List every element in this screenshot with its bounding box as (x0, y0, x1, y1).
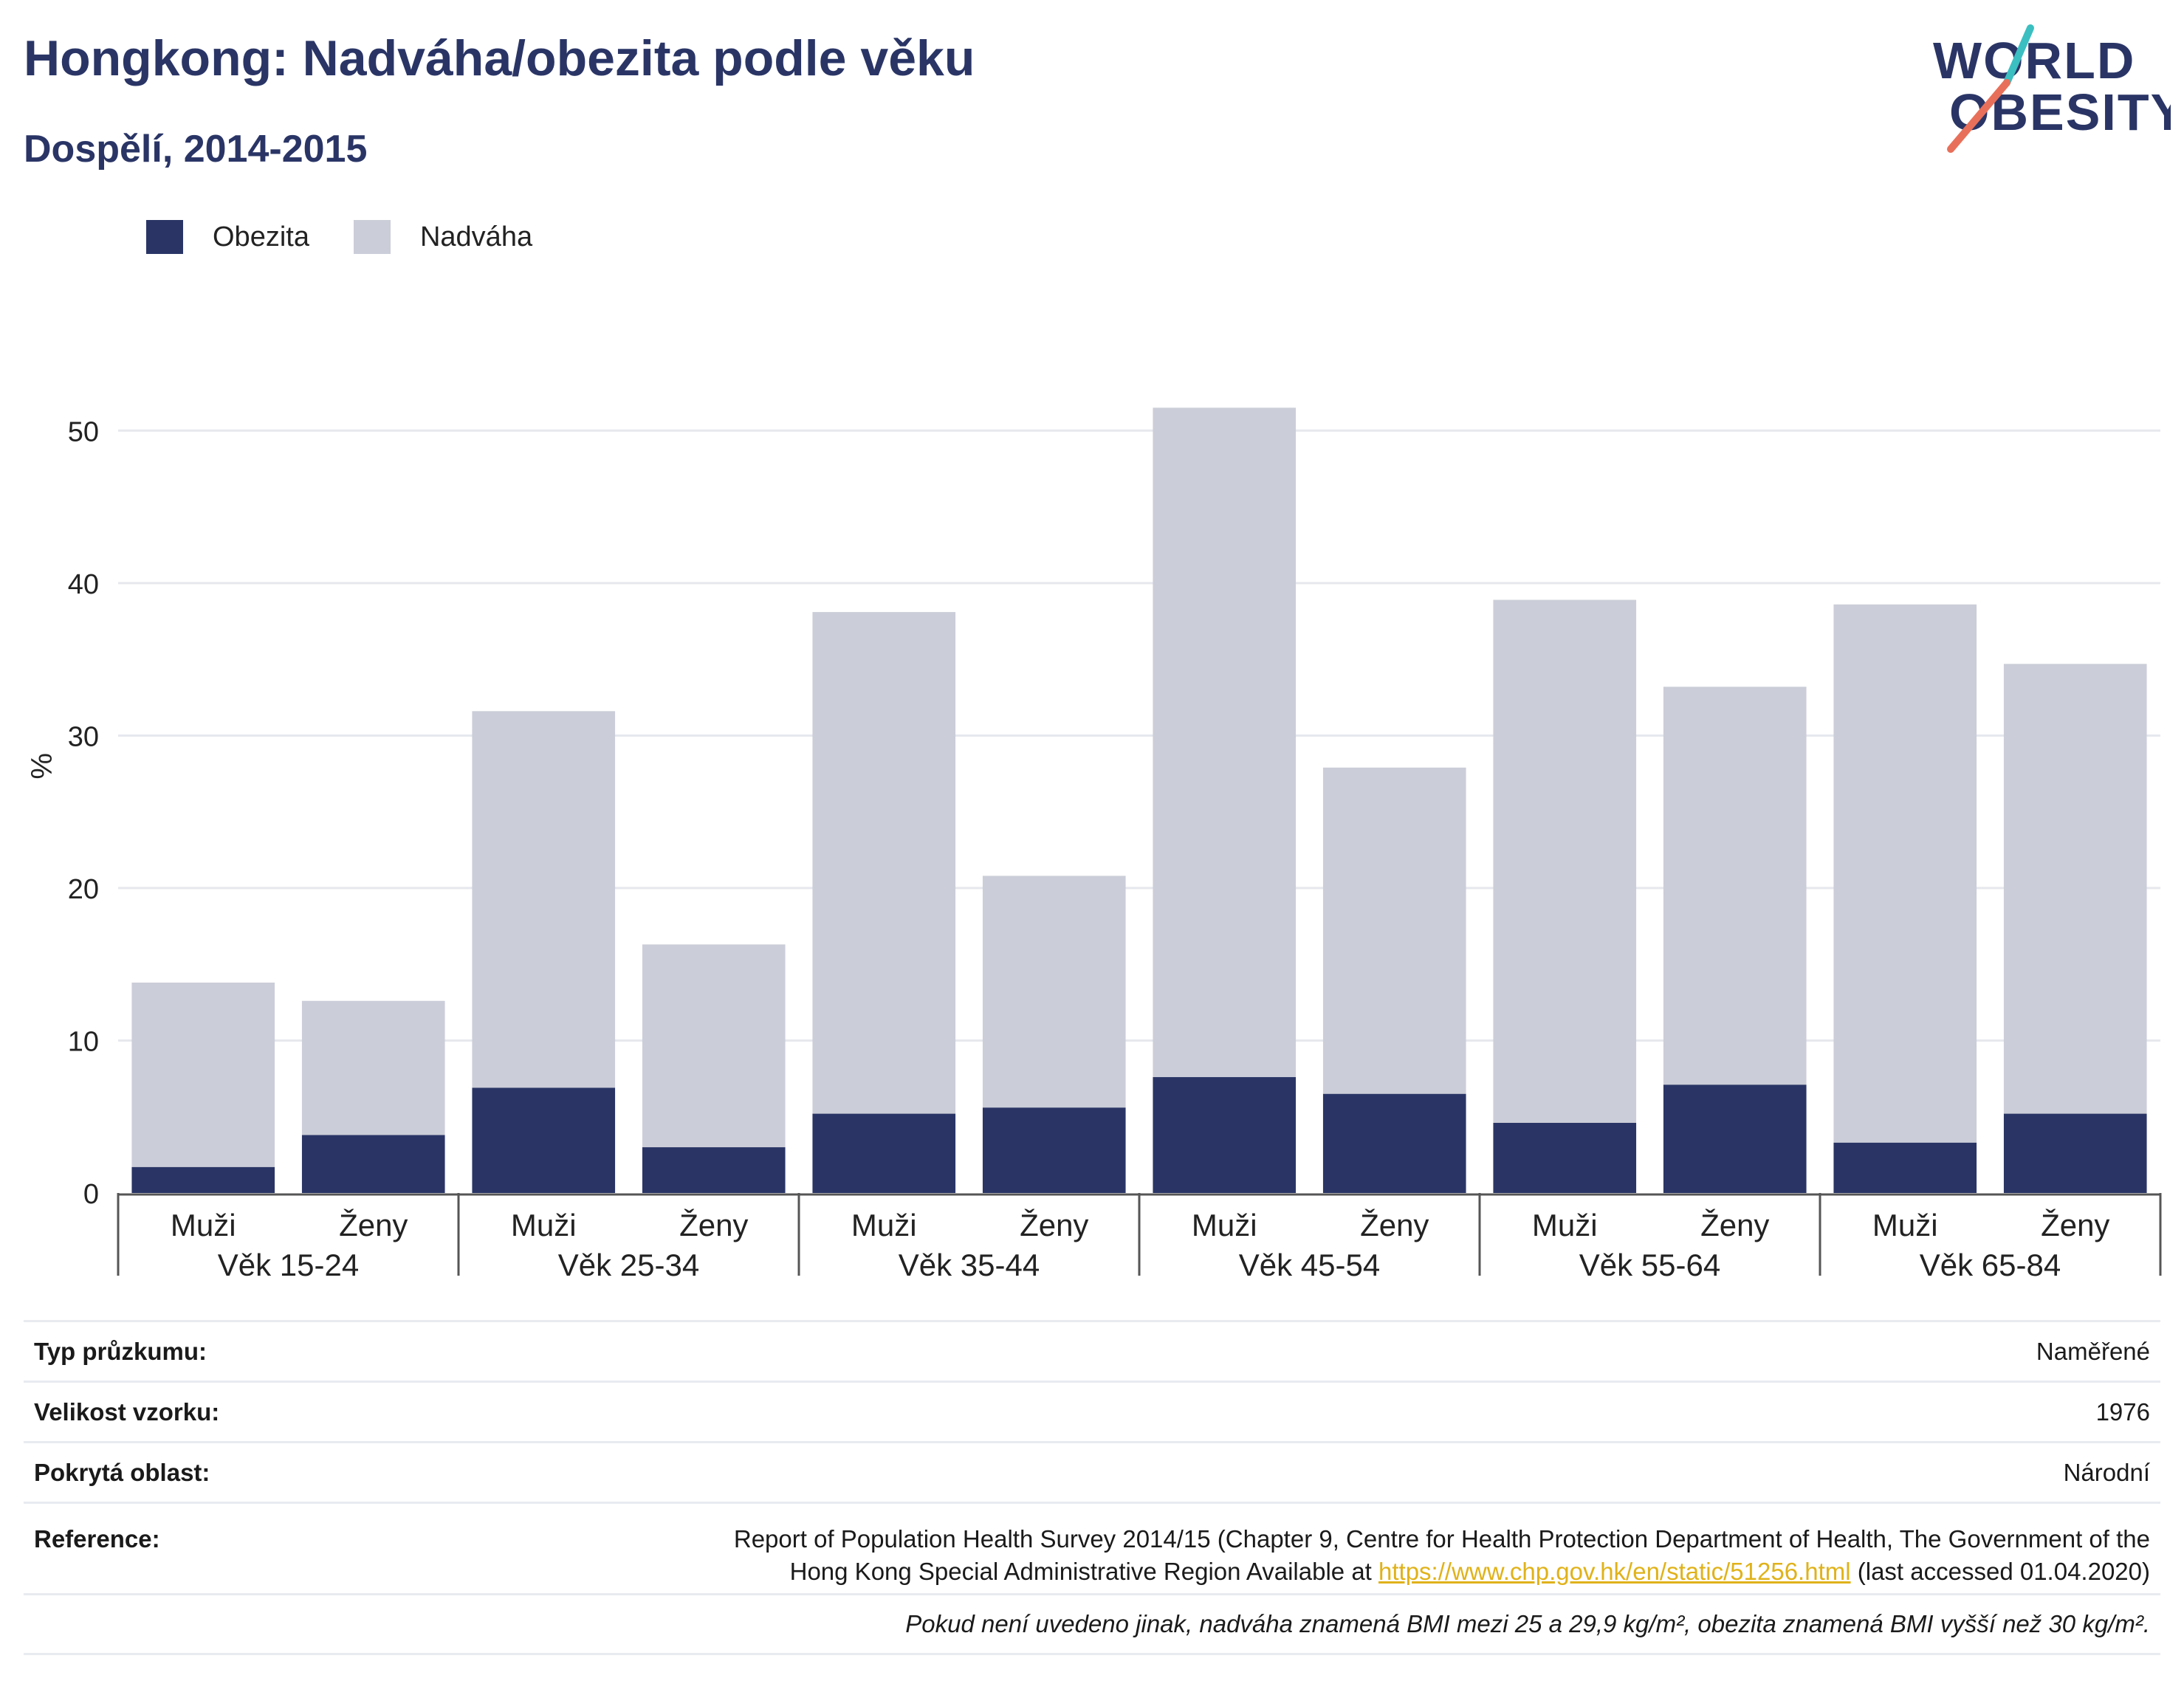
legend-label-overweight: Nadváha (419, 221, 533, 252)
bar-overweight (472, 711, 616, 1088)
bar-overweight (1493, 599, 1637, 1123)
world-obesity-logo: WORLD OBESITY (1933, 24, 2171, 153)
bar-obesity (812, 1113, 956, 1193)
bar-overweight (1322, 767, 1466, 1094)
info-row-footnote: Pokud není uvedeno jinak, nadváha znamen… (24, 1593, 2160, 1655)
bar-obesity (1833, 1142, 1977, 1193)
y-tick-label: 30 (68, 721, 99, 752)
legend-swatch-obesity (146, 220, 183, 254)
sample-size-label: Velikost vzorku: (34, 1397, 220, 1426)
bar-overweight (642, 944, 786, 1148)
info-row-coverage: Pokrytá oblast: Národní (24, 1441, 2160, 1502)
x-group-label: Věk 35-44 (899, 1248, 1040, 1282)
sample-size-value: 1976 (2095, 1397, 2150, 1426)
chart-legend: Obezita Nadváha (146, 220, 577, 254)
logo-slash-teal (2003, 24, 2034, 86)
legend-swatch-overweight (353, 220, 391, 254)
survey-type-value: Naměřené (2036, 1337, 2150, 1365)
bar-obesity (982, 1107, 1126, 1193)
info-row-sample-size: Velikost vzorku: 1976 (24, 1381, 2160, 1441)
y-tick-label: 50 (68, 416, 99, 447)
reference-line2-post: (last accessed 01.04.2020) (1850, 1558, 2150, 1585)
x-tick-label: Muži (1532, 1208, 1598, 1242)
bar-obesity (1493, 1122, 1637, 1193)
bar-obesity (472, 1087, 616, 1193)
bar-obesity (131, 1166, 275, 1193)
info-row-reference: Reference: Report of Population Health S… (24, 1502, 2160, 1593)
y-tick-label: 0 (83, 1179, 99, 1210)
bar-obesity (642, 1147, 786, 1193)
reference-line1: Report of Population Health Survey 2014/… (733, 1525, 2150, 1553)
bar-obesity (1322, 1093, 1466, 1193)
coverage-label: Pokrytá oblast: (34, 1458, 210, 1486)
bar-overweight (131, 982, 275, 1167)
x-tick-label: Ženy (1700, 1208, 1769, 1242)
legend-item-obesity: Obezita (146, 220, 309, 254)
chart-subtitle: Dospělí, 2014-2015 (24, 128, 368, 171)
bar-obesity (1663, 1084, 1807, 1193)
y-axis-label: % (26, 753, 58, 780)
footnote-text: Pokud není uvedeno jinak, nadváha znamen… (905, 1610, 2150, 1637)
stacked-bar-chart: 0 10 20 30 40 50% Muži Ženy Muži Ženy Muži Ženy Muži… (26, 408, 2162, 1282)
y-tick-label: 40 (68, 569, 99, 600)
bar-obesity (1153, 1077, 1297, 1193)
bar-overweight (1153, 408, 1297, 1078)
legend-label-obesity: Obezita (213, 221, 309, 252)
x-group-label: Věk 15-24 (218, 1248, 359, 1282)
bar-overweight (2003, 664, 2147, 1114)
x-tick-label: Muži (171, 1208, 236, 1242)
bar-overweight (1663, 687, 1807, 1085)
bar-overweight (982, 876, 1126, 1108)
x-tick-label: Ženy (339, 1208, 408, 1242)
x-tick-label: Ženy (1360, 1208, 1429, 1242)
bar-overweight (812, 612, 956, 1114)
bar-overweight (301, 1000, 445, 1135)
y-tick-label: 20 (68, 874, 99, 905)
x-tick-label: Ženy (679, 1208, 748, 1242)
y-tick-label: 10 (68, 1026, 99, 1057)
x-tick-label: Ženy (1020, 1208, 1088, 1242)
info-row-survey-type: Typ průzkumu: Naměřené (24, 1320, 2160, 1381)
x-tick-label: Muži (1192, 1208, 1257, 1242)
bar-obesity (2003, 1113, 2147, 1193)
logo-slash-coral (1947, 79, 2010, 153)
survey-type-label: Typ průzkumu: (34, 1337, 207, 1365)
x-tick-label: Muži (511, 1208, 577, 1242)
reference-link[interactable]: https://www.chp.gov.hk/en/static/51256.h… (1378, 1558, 1851, 1585)
reference-label: Reference: (34, 1525, 160, 1553)
x-group-label: Věk 25-34 (558, 1248, 699, 1282)
reference-value: Report of Population Health Survey 2014/… (734, 1523, 2150, 1588)
x-group-label: Věk 45-54 (1239, 1248, 1380, 1282)
coverage-value: Národní (2063, 1458, 2150, 1486)
bar-overweight (1833, 604, 1977, 1143)
x-tick-label: Muži (1872, 1208, 1938, 1242)
x-group-label: Věk 55-64 (1579, 1248, 1720, 1282)
reference-line2-pre: Hong Kong Special Administrative Region … (789, 1558, 1379, 1585)
legend-item-overweight: Nadváha (353, 220, 533, 254)
chart-title: Hongkong: Nadváha/obezita podle věku (24, 30, 975, 86)
bar-obesity (301, 1135, 445, 1193)
x-group-label: Věk 65-84 (1920, 1248, 2061, 1282)
logo-word-world: WORLD (1933, 32, 2135, 89)
x-tick-label: Ženy (2041, 1208, 2109, 1242)
x-tick-label: Muži (851, 1208, 917, 1242)
survey-info-table: Typ průzkumu: Naměřené Velikost vzorku: … (24, 1320, 2160, 1655)
